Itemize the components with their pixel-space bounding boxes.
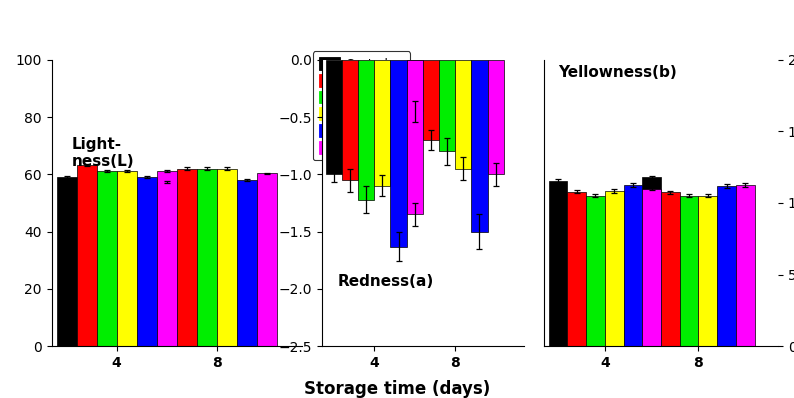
- Bar: [680, 196, 699, 346]
- Bar: [177, 169, 197, 346]
- Text: Yellowness(b): Yellowness(b): [558, 65, 676, 80]
- Bar: [439, 60, 455, 151]
- Bar: [97, 171, 117, 346]
- Bar: [586, 196, 605, 346]
- Bar: [407, 60, 423, 111]
- Bar: [117, 171, 137, 346]
- Bar: [341, 60, 358, 180]
- Bar: [237, 180, 256, 346]
- Bar: [256, 174, 276, 346]
- Bar: [76, 165, 97, 346]
- Bar: [488, 60, 504, 174]
- Bar: [423, 60, 439, 140]
- Bar: [567, 191, 586, 346]
- Bar: [605, 191, 623, 346]
- Bar: [736, 185, 755, 346]
- Bar: [549, 181, 567, 346]
- Bar: [623, 185, 642, 346]
- Bar: [472, 60, 488, 232]
- Bar: [156, 182, 177, 346]
- Bar: [717, 186, 736, 346]
- Text: Redness(a): Redness(a): [337, 274, 434, 289]
- Bar: [197, 169, 217, 346]
- Bar: [156, 171, 177, 346]
- Bar: [661, 192, 680, 346]
- Bar: [642, 177, 661, 346]
- Bar: [56, 177, 76, 346]
- Bar: [137, 177, 156, 346]
- Bar: [326, 60, 342, 174]
- Bar: [407, 60, 423, 215]
- Bar: [642, 189, 661, 346]
- Text: Light-
ness(L): Light- ness(L): [71, 137, 134, 170]
- Bar: [374, 60, 391, 186]
- Legend: Control, Tap water, Chlorine, KIF2, ESG, KIF2+ESG: Control, Tap water, Chlorine, KIF2, ESG,…: [313, 51, 410, 160]
- Bar: [455, 60, 472, 169]
- Text: Storage time (days): Storage time (days): [304, 380, 490, 398]
- Bar: [699, 196, 717, 346]
- Bar: [358, 60, 374, 199]
- Bar: [391, 60, 407, 246]
- Bar: [217, 169, 237, 346]
